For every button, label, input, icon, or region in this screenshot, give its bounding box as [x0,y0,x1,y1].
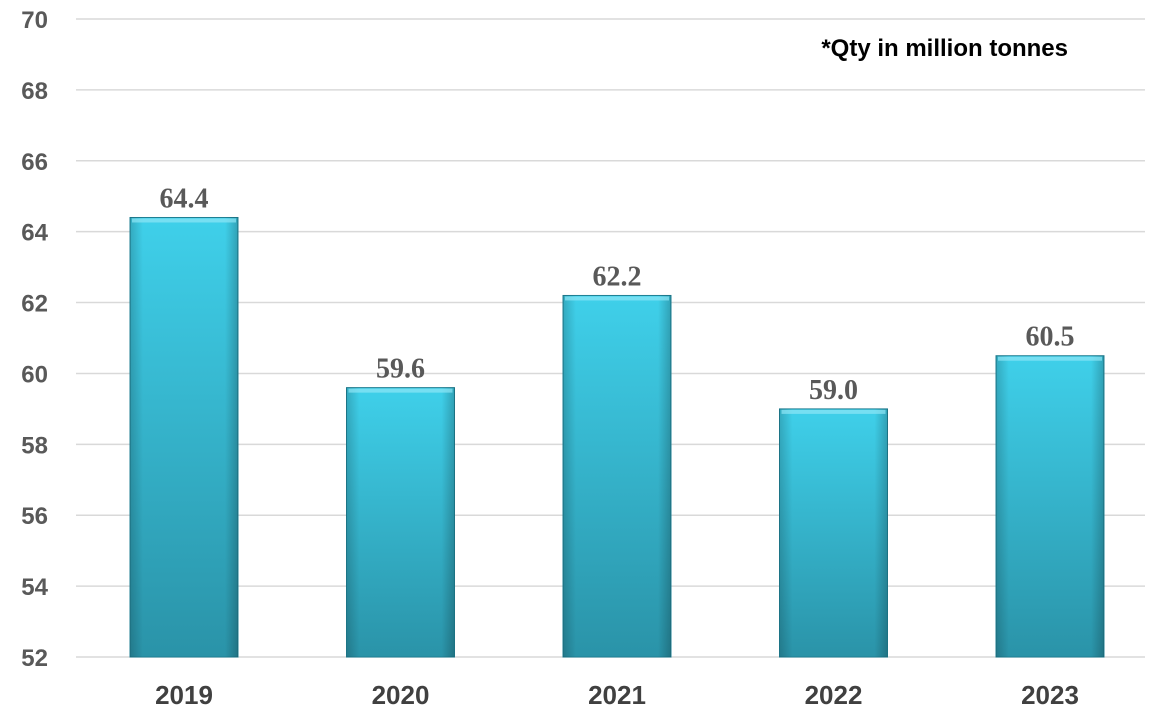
data-label: 62.2 [593,261,642,292]
bar-shade [563,295,671,657]
data-label: 59.0 [809,375,858,406]
y-tick-label: 68 [21,78,48,105]
x-tick-label: 2019 [155,680,213,710]
y-tick-label: 70 [21,7,48,34]
y-tick-label: 60 [21,361,48,388]
x-tick-label: 2021 [588,680,646,710]
data-label: 60.5 [1026,322,1075,353]
bar-highlight [781,409,886,414]
bar-shade [130,217,238,657]
data-labels: 64.4 59.6 62.2 59.0 60.5 [160,183,1075,405]
y-tick-label: 56 [21,503,48,530]
bar-2020 [346,387,455,658]
y-tick-label: 58 [21,432,48,459]
bar-shade [996,355,1104,657]
y-tick-label: 66 [21,149,48,176]
bar-2021 [562,294,672,658]
bar-shade [779,408,888,657]
y-tick-label: 62 [21,291,48,318]
y-tick-label: 52 [21,645,48,672]
x-tick-label: 2022 [805,680,863,710]
bar-highlight [132,218,236,223]
x-tick-label: 2020 [372,680,430,710]
bar-shade [346,387,455,657]
x-tick-label: 2023 [1021,680,1079,710]
bar-highlight [998,356,1102,361]
y-tick-label: 54 [21,574,48,601]
bar-2019 [129,216,239,658]
y-tick-label: 64 [21,220,48,247]
bar-highlight [348,388,453,393]
bar-2023 [995,355,1105,658]
bar-2022 [779,408,888,658]
units-note: *Qty in million tonnes [821,35,1068,62]
y-axis-ticks: 52 54 56 58 60 62 64 66 68 70 [21,7,48,672]
data-label: 64.4 [160,183,209,214]
x-axis-ticks: 2019 2020 2021 2022 2023 [155,680,1079,710]
bars [129,216,1105,658]
bar-highlight [565,296,669,301]
data-label: 59.6 [376,354,425,385]
